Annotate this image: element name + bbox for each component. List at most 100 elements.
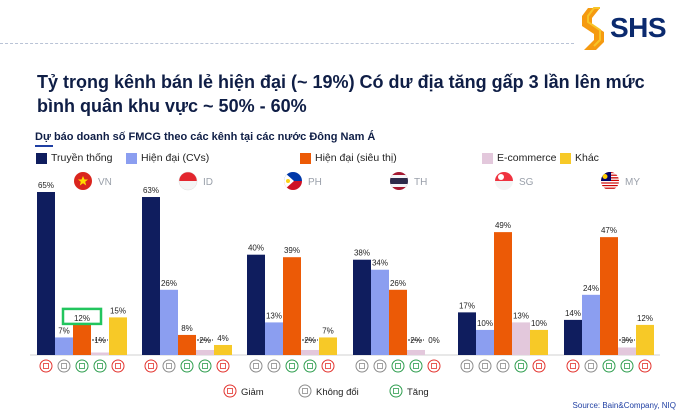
value-label: 26% <box>161 279 177 288</box>
bar-vn-s0 <box>37 192 55 355</box>
value-label: 24% <box>583 284 599 293</box>
trend-increase-icon <box>514 359 528 373</box>
trend-increase-icon <box>409 359 423 373</box>
shs-logo-icon <box>582 7 604 50</box>
trend-unchanged-icon <box>355 359 369 373</box>
trend-glyph <box>253 363 259 369</box>
value-label: 39% <box>284 246 300 255</box>
value-label: 7% <box>58 326 70 335</box>
flag-th-icon <box>390 172 408 190</box>
trend-glyph <box>431 363 437 369</box>
trend-glyph <box>61 363 67 369</box>
value-label: 13% <box>266 311 282 320</box>
legend-label: Hiện đại (CVs) <box>141 152 210 164</box>
trend-increase-icon <box>285 359 299 373</box>
bar-ph-s0 <box>247 254 265 355</box>
indicator-legend-label: Giảm <box>241 387 264 398</box>
subtitle-underline <box>35 145 53 147</box>
trend-glyph <box>536 363 542 369</box>
bar-vn-s1 <box>55 337 73 355</box>
trend-glyph <box>220 363 226 369</box>
country-label: TH <box>414 177 427 188</box>
value-label: 38% <box>354 249 370 258</box>
bar-id-s4 <box>214 344 232 355</box>
bar-vn-s4 <box>109 317 127 355</box>
trend-glyph <box>588 363 594 369</box>
flag-my-icon <box>601 172 619 190</box>
trend-glyph <box>271 363 277 369</box>
bar-th-s0 <box>353 259 371 355</box>
trend-unchanged-icon <box>162 359 176 373</box>
trend-glyph <box>325 363 331 369</box>
legend-swatch <box>482 152 493 164</box>
legend-unchanged-icon <box>298 384 312 398</box>
bar-ph-s2 <box>283 257 301 355</box>
trend-decrease-icon <box>638 359 652 373</box>
trend-glyph <box>79 363 85 369</box>
bar-sg-s2 <box>494 232 512 355</box>
legend-decrease-icon <box>223 384 237 398</box>
trend-unchanged-icon <box>267 359 281 373</box>
brand-name: SHS <box>610 12 667 43</box>
trend-glyph <box>570 363 576 369</box>
value-label: 49% <box>495 221 511 230</box>
value-label: 13% <box>513 311 529 320</box>
legend-label: Hiện đại (siêu thị) <box>315 152 397 164</box>
trend-glyph <box>606 363 612 369</box>
value-label: 12% <box>74 314 90 323</box>
bar-ph-s1 <box>265 322 283 355</box>
bar-my-s0 <box>564 319 582 355</box>
legend-glyph <box>227 388 233 394</box>
indicator-legend-label: Không đổi <box>316 387 359 398</box>
trend-glyph <box>97 363 103 369</box>
legend-increase-icon <box>389 384 403 398</box>
legend-swatch <box>300 152 311 164</box>
trend-glyph <box>413 363 419 369</box>
trend-decrease-icon <box>39 359 53 373</box>
bar-sg-s0 <box>458 312 476 355</box>
country-label: ID <box>203 177 213 188</box>
legend-glyph <box>302 388 308 394</box>
chart-legend: Truyền thống Hiện đại (CVs) Hiện đại (si… <box>36 152 676 168</box>
trend-glyph <box>395 363 401 369</box>
country-label: VN <box>98 177 112 188</box>
country-label: SG <box>519 177 534 188</box>
chart-subtitle: Dự báo doanh số FMCG theo các kênh tại c… <box>35 131 376 143</box>
trend-glyph <box>184 363 190 369</box>
trend-glyph <box>642 363 648 369</box>
page-title: Tỷ trọng kênh bán lẻ hiện đại (~ 19%) Có… <box>37 72 645 116</box>
legend-item-modern-cvs: Hiện đại (CVs) <box>126 152 209 164</box>
trend-glyph <box>307 363 313 369</box>
trend-glyph <box>115 363 121 369</box>
indicator-legend-label: Tăng <box>407 387 429 398</box>
value-label: 8% <box>181 324 193 333</box>
value-label: 40% <box>248 244 264 253</box>
trend-glyph <box>148 363 154 369</box>
trend-decrease-icon <box>532 359 546 373</box>
bar-sg-s4 <box>530 329 548 355</box>
trend-glyph <box>166 363 172 369</box>
trend-glyph <box>359 363 365 369</box>
source-note: Source: Bain&Company, NIQ <box>572 401 676 410</box>
value-label: 0% <box>428 336 440 345</box>
trend-unchanged-icon <box>478 359 492 373</box>
trend-decrease-icon <box>216 359 230 373</box>
legend-item-other: Khác <box>560 152 599 164</box>
trend-glyph <box>518 363 524 369</box>
legend-swatch <box>36 152 47 164</box>
flag-ph-icon <box>284 172 302 190</box>
flag-sg-icon <box>495 172 513 190</box>
trend-glyph <box>43 363 49 369</box>
bar-sg-s1 <box>476 329 494 355</box>
trend-increase-icon <box>620 359 634 373</box>
trend-glyph <box>464 363 470 369</box>
trend-glyph <box>482 363 488 369</box>
trend-unchanged-icon <box>249 359 263 373</box>
bar-th-s1 <box>371 269 389 355</box>
bar-vn-s3 <box>91 352 109 355</box>
value-label: 10% <box>531 319 547 328</box>
header-divider <box>0 43 574 44</box>
bar-my-s4 <box>636 324 654 355</box>
bar-id-s0 <box>142 197 160 355</box>
